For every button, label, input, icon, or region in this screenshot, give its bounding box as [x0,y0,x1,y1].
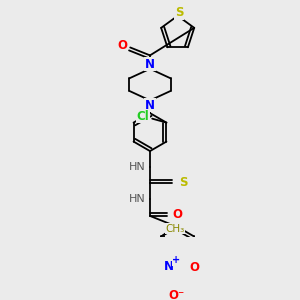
Text: N: N [145,99,155,112]
Text: HN: HN [129,194,146,203]
Text: O⁻: O⁻ [168,289,184,300]
Text: N: N [164,260,174,273]
Text: +: + [172,255,180,265]
Text: O: O [172,208,182,221]
Text: S: S [175,6,184,19]
Text: O: O [190,261,200,274]
Text: O: O [117,39,127,52]
Text: Cl: Cl [136,110,149,123]
Text: HN: HN [129,162,146,172]
Text: N: N [145,58,155,70]
Text: CH₃: CH₃ [165,224,184,234]
Text: S: S [179,176,188,189]
